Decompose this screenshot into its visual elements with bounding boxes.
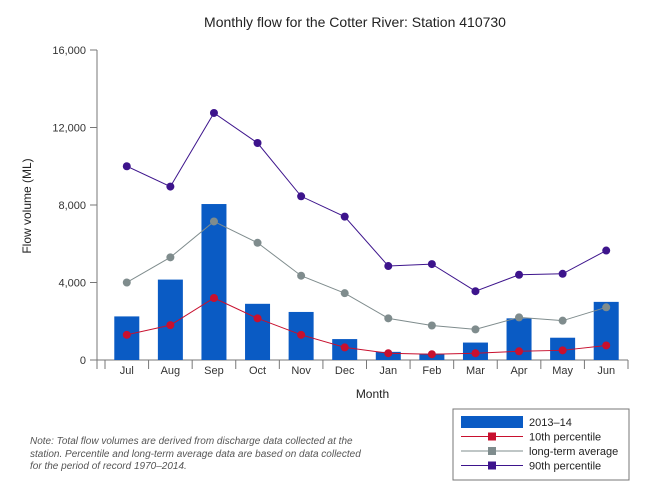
x-tick-label: Aug	[161, 365, 181, 377]
legend-label-2013-14: 2013–14	[529, 417, 572, 429]
y-tick-label: 8,000	[58, 200, 86, 212]
point-10th-percentile	[427, 350, 436, 359]
series-line-10th-percentile	[126, 297, 607, 355]
legend-marker-10th-percentile	[488, 432, 496, 441]
x-tick-label: Jul	[120, 365, 134, 377]
x-tick-label: Nov	[291, 365, 311, 377]
point-90th-percentile	[122, 162, 131, 171]
y-tick-label: 0	[80, 355, 86, 367]
point-10th-percentile	[166, 321, 175, 330]
x-axis-title: Month	[356, 387, 389, 401]
legend-label-10th-percentile: 10th percentile	[529, 432, 601, 444]
point-10th-percentile	[384, 349, 393, 358]
legend: 2013–14 10th percentile long-term average 9…	[452, 408, 630, 481]
point-long-term-average	[253, 238, 262, 247]
chart-title: Monthly flow for the Cotter River: Stati…	[204, 14, 506, 30]
y-axis-title: Flow volume (ML)	[20, 158, 34, 253]
point-10th-percentile	[209, 294, 218, 302]
point-90th-percentile	[340, 212, 349, 221]
y-tick-label: 4,000	[58, 278, 86, 290]
point-90th-percentile	[558, 269, 567, 278]
bar-sep	[201, 204, 227, 360]
point-long-term-average	[558, 316, 567, 325]
point-90th-percentile	[166, 182, 175, 191]
x-tick-label: May	[552, 365, 573, 377]
legend-swatch-2013-14	[461, 416, 523, 428]
point-10th-percentile	[515, 347, 524, 356]
point-10th-percentile	[253, 314, 262, 323]
point-10th-percentile	[471, 349, 480, 358]
footnote: Note: Total flow volumes are derived fro…	[30, 436, 361, 472]
series-line-long-term-average	[126, 220, 607, 330]
point-90th-percentile	[515, 270, 524, 279]
legend-marker-90th-percentile	[488, 461, 496, 470]
legend-marker-long-term-average	[488, 447, 496, 455]
point-10th-percentile	[122, 330, 131, 339]
x-tick-label: Apr	[510, 365, 527, 377]
x-tick-label: Dec	[335, 365, 355, 377]
x-tick-label: Jan	[379, 365, 397, 377]
plot-area: 0 4,000 8,000 12,000 16,000 Jul Aug Sep Oct Nov De…	[20, 45, 629, 401]
point-10th-percentile	[558, 346, 567, 355]
point-long-term-average	[209, 217, 218, 226]
point-long-term-average	[602, 303, 611, 312]
point-90th-percentile	[253, 139, 262, 147]
point-long-term-average	[166, 253, 175, 262]
legend-label-long-term-average: long-term average	[529, 446, 618, 458]
bar-oct	[245, 303, 271, 360]
point-10th-percentile	[602, 341, 611, 350]
point-long-term-average	[515, 313, 524, 322]
point-90th-percentile	[427, 260, 436, 269]
point-90th-percentile	[209, 108, 218, 117]
x-tick-label: Sep	[204, 365, 224, 377]
point-long-term-average	[427, 321, 436, 330]
point-long-term-average	[384, 314, 393, 323]
point-90th-percentile	[602, 246, 611, 255]
point-90th-percentile	[384, 262, 393, 271]
point-long-term-average	[122, 278, 131, 287]
x-tick-label: Jun	[597, 365, 615, 377]
bar-jun	[593, 301, 619, 360]
point-long-term-average	[340, 289, 349, 298]
point-10th-percentile	[340, 343, 349, 352]
legend-label-90th-percentile: 90th percentile	[529, 461, 601, 473]
x-tick-label: Oct	[249, 365, 266, 377]
y-tick-label: 16,000	[52, 45, 86, 57]
point-long-term-average	[471, 325, 480, 334]
point-10th-percentile	[297, 330, 306, 339]
point-90th-percentile	[471, 287, 480, 296]
point-90th-percentile	[297, 192, 306, 201]
series-line-90th-percentile	[126, 112, 607, 292]
point-long-term-average	[297, 271, 306, 280]
x-tick-label: Mar	[466, 365, 485, 377]
y-tick-label: 12,000	[52, 123, 86, 135]
x-tick-label: Feb	[422, 365, 441, 377]
